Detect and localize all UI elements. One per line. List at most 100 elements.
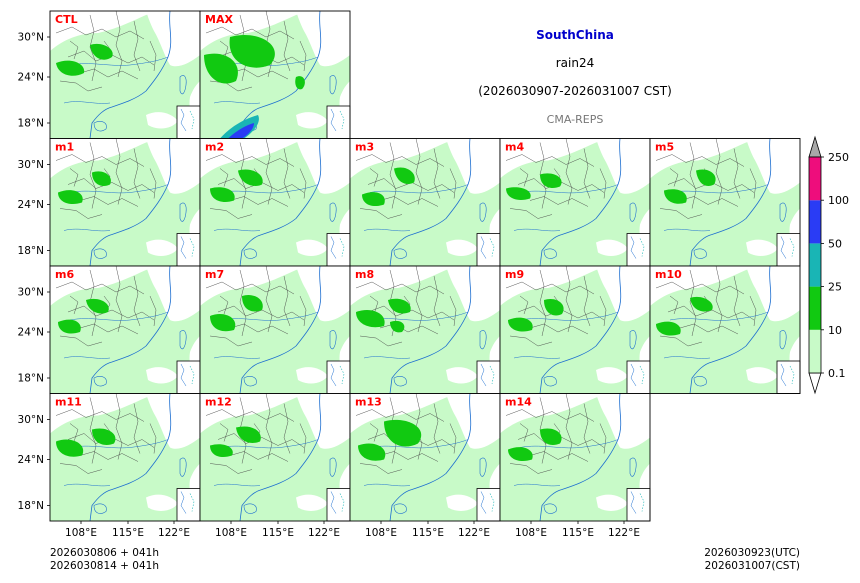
lon-tick-label-c1-1: 108°E xyxy=(65,527,97,539)
panel-m4-rain-area-1 xyxy=(540,173,562,188)
panel-m9-rain-area-1 xyxy=(544,298,564,316)
panel-label-m5: m5 xyxy=(655,141,674,154)
panel-m9: m9 xyxy=(499,265,651,394)
lon-tick-label-c3-1: 108°E xyxy=(365,527,397,539)
panel-m10: m10 xyxy=(649,265,801,394)
panel-m11-rain-area-2 xyxy=(56,439,84,457)
valid-line-utc: 2026030923(UTC) xyxy=(704,547,800,559)
panel-m8: m8 xyxy=(349,265,501,394)
panel-m11-rain-area-1 xyxy=(92,428,116,445)
panel-label-m3: m3 xyxy=(355,141,374,154)
lon-tick-label-c2-1: 108°E xyxy=(215,527,247,539)
panel-m2-rain-area-2 xyxy=(210,187,235,202)
lat-tick-label-r1-3: 18°N xyxy=(18,118,44,130)
panel-m13-rain-area-2 xyxy=(358,443,386,461)
panel-m7-rain-area-1 xyxy=(242,294,263,312)
lon-tick-label-c4-1: 108°E xyxy=(515,527,547,539)
panel-label-ctl: CTL xyxy=(55,13,78,26)
panel-m5-rain-area-2 xyxy=(664,189,687,204)
panel-m1-rain-area-2 xyxy=(58,190,83,205)
lat-tick-label-r2-1: 30°N xyxy=(18,159,44,171)
panel-m14-rain-area-1 xyxy=(540,428,562,445)
panel-m1: m1 xyxy=(49,138,201,267)
panel-m12-rain-area-2 xyxy=(210,444,233,458)
lat-tick-label-r3-3: 18°N xyxy=(18,373,44,385)
panel-m12: m12 xyxy=(199,393,351,522)
colorbar-level-6: 250 xyxy=(828,151,849,164)
colorbar-swatch-4 xyxy=(809,200,821,244)
chart-source: CMA-REPS xyxy=(547,113,604,126)
panel-m6-rain-area-2 xyxy=(58,319,81,334)
lon-tick-label-c3-2: 115°E xyxy=(412,527,444,539)
panel-label-max: MAX xyxy=(205,13,233,26)
panel-label-m6: m6 xyxy=(55,268,74,281)
lat-tick-label-r1-1: 30°N xyxy=(18,32,44,44)
lat-tick-label-r4-3: 18°N xyxy=(18,500,44,512)
panel-m11: m11 xyxy=(49,393,201,522)
panel-m13-rain-area-1 xyxy=(384,419,422,447)
colorbar-over-extension xyxy=(808,135,822,158)
colorbar: 0.1 10 25 50 100 250 xyxy=(808,135,849,395)
chart-title: SouthChina xyxy=(536,28,614,42)
panel-m2: m2 xyxy=(199,138,351,267)
lat-tick-label-r3-1: 30°N xyxy=(18,287,44,299)
chart-variable: rain24 xyxy=(556,56,595,70)
lon-tick-label-c1-3: 122°E xyxy=(158,527,190,539)
lon-tick-label-c4-3: 122°E xyxy=(608,527,640,539)
panel-max-rain-core-blue xyxy=(228,123,254,139)
panel-m7: m7 xyxy=(199,265,351,394)
lon-tick-label-c3-3: 122°E xyxy=(458,527,490,539)
colorbar-swatch-3 xyxy=(809,243,821,287)
panel-label-m4: m4 xyxy=(505,141,524,154)
panel-label-m12: m12 xyxy=(205,396,232,409)
panel-m12-rain-area-1 xyxy=(236,426,261,443)
lat-tick-label-r2-2: 24°N xyxy=(18,199,44,211)
init-line-2: 2026030814 + 041h xyxy=(50,560,159,572)
panel-m3: m3 xyxy=(349,138,501,267)
lat-tick-label-r4-2: 24°N xyxy=(18,454,44,466)
panel-m6: m6 xyxy=(49,265,201,394)
colorbar-level-4: 50 xyxy=(828,237,842,250)
panel-label-m10: m10 xyxy=(655,268,682,281)
panel-label-m1: m1 xyxy=(55,141,74,154)
lat-tick-label-r2-3: 18°N xyxy=(18,245,44,257)
valid-line-cst: 2026031007(CST) xyxy=(705,560,800,572)
panel-m8-rain-area-2 xyxy=(356,309,385,328)
panel-m9-rain-area-2 xyxy=(508,317,533,332)
chart-period: (2026030907-2026031007 CST) xyxy=(478,84,672,98)
panel-m14: m14 xyxy=(499,393,651,522)
panel-m5: m5 xyxy=(649,138,801,267)
lat-tick-label-r1-2: 24°N xyxy=(18,72,44,84)
colorbar-level-2: 10 xyxy=(828,324,842,337)
colorbar-swatch-5 xyxy=(809,157,821,201)
panel-label-m13: m13 xyxy=(355,396,382,409)
colorbar-swatch-1 xyxy=(809,329,821,373)
panel-m5-rain-area-1 xyxy=(696,169,716,186)
panel-label-m8: m8 xyxy=(355,268,374,281)
panel-max-rain-area-3 xyxy=(295,76,305,90)
panel-m3-rain-area-1 xyxy=(394,167,415,184)
panel-m8-rain-area-3 xyxy=(390,320,405,333)
panel-ctl: CTL xyxy=(49,10,201,139)
colorbar-swatch-2 xyxy=(809,286,821,330)
panel-m7-rain-area-2 xyxy=(210,313,236,332)
panel-m14-rain-area-2 xyxy=(508,447,533,462)
panel-m10-rain-area-2 xyxy=(656,321,681,336)
init-line-1: 2026030806 + 041h xyxy=(50,547,159,559)
lat-tick-label-r3-2: 24°N xyxy=(18,327,44,339)
panel-m4: m4 xyxy=(499,138,651,267)
longitude-ticks: 108°E 115°E 122°E 108°E 115°E 122°E 108°E 115°E… xyxy=(65,521,640,539)
panel-max-rain-area-1 xyxy=(229,35,275,68)
panel-label-m7: m7 xyxy=(205,268,224,281)
lat-tick-label-r4-1: 30°N xyxy=(18,414,44,426)
panel-max-rain-area-2 xyxy=(204,53,238,84)
panel-ctl-rain-area-2 xyxy=(56,60,85,76)
panel-grid: CTL MAX m1 m2 m3 m4 m5 m6 m7 m8 m9 m10 m11 m12 m13 m14 xyxy=(49,10,801,522)
panel-max: MAX xyxy=(199,10,351,139)
lon-tick-label-c1-2: 115°E xyxy=(112,527,144,539)
panel-m13: m13 xyxy=(349,393,501,522)
lon-tick-label-c2-3: 122°E xyxy=(308,527,340,539)
panel-m1-rain-area-1 xyxy=(92,171,111,186)
colorbar-level-1: 0.1 xyxy=(828,367,846,380)
